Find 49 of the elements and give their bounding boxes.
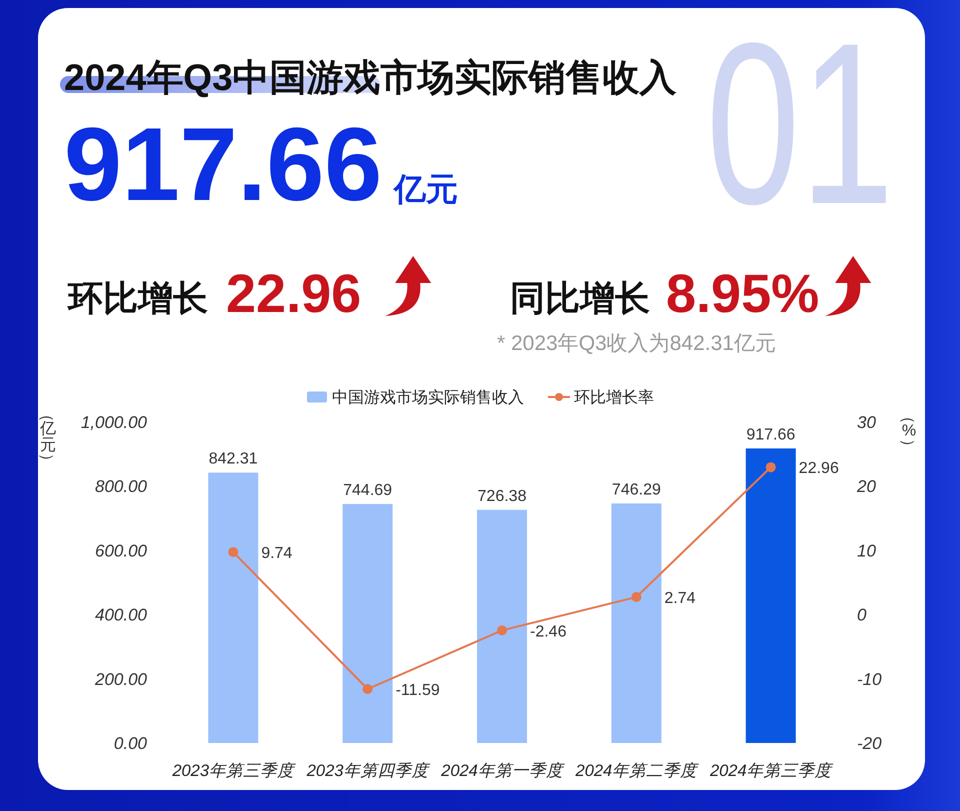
y2-tick-label: 10 (857, 541, 876, 560)
data-label: 2.74 (664, 590, 696, 608)
point (631, 592, 642, 602)
y-tick-label: 800.00 (95, 477, 148, 496)
data-label: -2.46 (530, 623, 567, 640)
y-tick-label: 400.00 (95, 606, 148, 625)
text: 同比增长 (510, 279, 650, 318)
bar (746, 448, 796, 743)
y-tick-label: 600.00 (95, 541, 148, 560)
data-label: 842.31 (208, 450, 258, 468)
y2-tick-label: 30 (857, 413, 876, 432)
x-tick-label: 2023年第四季度 (306, 762, 430, 780)
data-label: 744.69 (343, 482, 392, 499)
text: * 2023年Q3收入为842.31亿元 (497, 332, 776, 355)
bar (611, 503, 662, 743)
y2-tick-label: -10 (857, 670, 882, 689)
data-label: 726.38 (478, 488, 527, 505)
data-label: 917.66 (746, 426, 796, 444)
y-tick-label: 200.00 (94, 670, 148, 689)
y-tick-label: 1,000.00 (80, 413, 148, 432)
data-label: -11.59 (396, 682, 440, 700)
point (766, 462, 776, 472)
bar (477, 510, 527, 743)
y-tick-label: 0.00 (114, 734, 148, 753)
x-tick-label: 2024年第二季度 (574, 762, 700, 780)
y-axis-title: （亿元） (38, 406, 56, 470)
y2-axis-title: （%） (898, 408, 916, 454)
point (497, 625, 507, 636)
text: 环比增长 (66, 279, 208, 318)
x-tick-label: 2024年第三季度 (708, 762, 834, 780)
data-label: 9.74 (261, 545, 292, 562)
text: 8.95% (666, 264, 820, 324)
chart-title: 2024年Q3中国游戏市场实际销售收入 (64, 57, 678, 98)
point (362, 684, 373, 694)
text: 917.66 (64, 107, 382, 223)
point (228, 547, 238, 558)
legend-label: 中国游戏市场实际销售收入 (332, 388, 524, 406)
data-label: 22.96 (798, 460, 839, 478)
data-label: 746.29 (612, 481, 661, 498)
text: 22.96 (226, 264, 362, 324)
x-tick-label: 2023年第三季度 (171, 762, 296, 780)
bar (208, 472, 258, 743)
legend-label: 环比增长率 (574, 388, 654, 406)
y2-tick-label: 0 (857, 606, 867, 625)
bar (342, 504, 393, 743)
x-tick-label: 2024年第一季度 (440, 762, 565, 780)
text: 亿元 (392, 171, 458, 207)
y2-tick-label: 20 (856, 477, 876, 496)
y2-tick-label: -20 (857, 734, 882, 753)
